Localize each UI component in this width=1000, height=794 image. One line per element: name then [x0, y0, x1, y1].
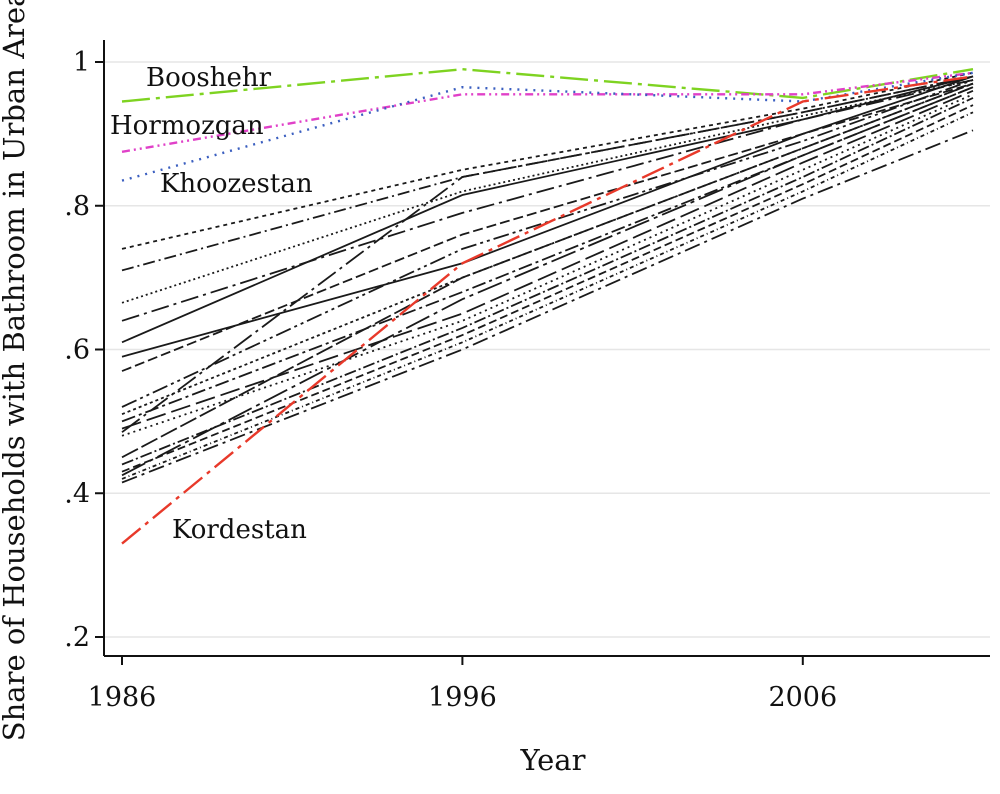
series-line-12 [121, 75, 974, 433]
y-tick-label: 1 [73, 47, 90, 78]
x-tick-label: 1986 [88, 682, 157, 713]
series-line-11 [121, 89, 974, 430]
x-axis-title: Year [520, 743, 586, 777]
series-line-1 [121, 71, 974, 250]
series-line-15 [121, 97, 974, 466]
annotation-khoozestan: Khoozestan [160, 169, 313, 199]
annotation-hormozgan: Hormozgan [110, 111, 264, 141]
series-line-7 [121, 82, 974, 372]
gridlines [104, 61, 990, 638]
series-line-6 [121, 75, 974, 358]
series-line-14 [121, 82, 974, 459]
province-lines [121, 71, 974, 484]
y-tick-label: .8 [64, 191, 90, 222]
annotation-booshehr: Booshehr [146, 63, 272, 93]
y-axis-title: Share of Households with Bathroom in Urb… [0, 0, 31, 741]
series-line-5 [121, 75, 974, 344]
y-tick-label: .2 [64, 622, 90, 653]
y-axis-ticks: .2 .4 .6 .8 1 [64, 47, 104, 653]
series-line-17 [121, 86, 974, 477]
y-tick-label: .4 [64, 478, 90, 509]
series-line-hormozgan [121, 71, 974, 153]
highlighted-province-lines [121, 67, 974, 545]
series-line-19 [121, 129, 974, 484]
x-tick-label: 1996 [428, 682, 497, 713]
series-line-4 [121, 79, 974, 322]
x-tick-label: 2006 [768, 682, 837, 713]
series-line-16 [121, 104, 974, 473]
y-tick-label: .6 [64, 335, 90, 366]
series-line-khoozestan [121, 71, 974, 182]
annotation-kordestan: Kordestan [172, 515, 307, 545]
series-line-18 [121, 111, 974, 480]
series-line-kordestan [121, 75, 974, 545]
series-line-8 [121, 79, 974, 408]
x-axis-ticks: 1986 1996 2006 [88, 656, 837, 713]
series-line-10 [121, 86, 974, 423]
